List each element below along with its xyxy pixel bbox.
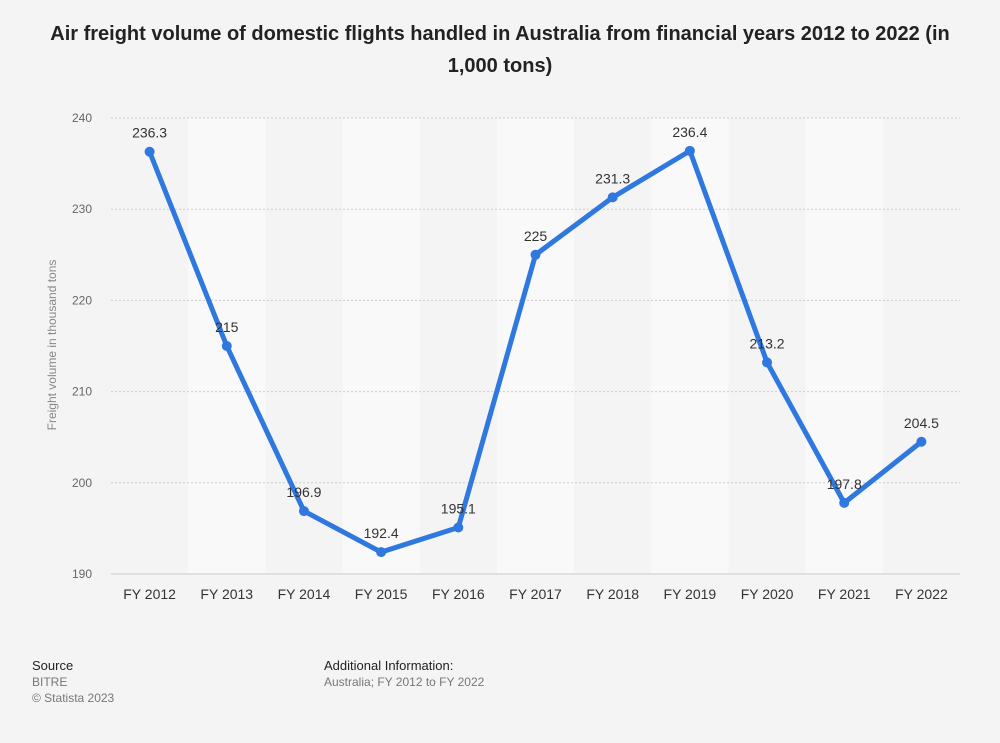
data-point	[144, 146, 155, 157]
y-tick-label: 200	[72, 476, 92, 490]
data-points	[144, 145, 927, 558]
x-tick-label: FY 2020	[741, 586, 794, 602]
x-tick-label: FY 2019	[664, 586, 717, 602]
x-tick-label: FY 2013	[200, 586, 253, 602]
additional-info-block: Additional Information: Australia; FY 20…	[324, 658, 484, 690]
x-tick-label: FY 2015	[355, 586, 408, 602]
data-point	[453, 522, 464, 533]
column-bands	[188, 118, 883, 574]
data-point	[916, 436, 927, 447]
data-point	[762, 357, 773, 368]
data-label: 204.5	[904, 415, 939, 431]
y-axis-label: Freight volume in thousand tons	[45, 260, 59, 431]
x-axis-ticks: FY 2012 FY 2013 FY 2014 FY 2015 FY 2016 FY 20…	[123, 586, 948, 602]
source-block: Source BITRE © Statista 2023	[32, 658, 114, 706]
gridlines	[111, 117, 960, 575]
column-band	[651, 118, 729, 574]
x-tick-label: FY 2016	[432, 586, 485, 602]
data-label: 215	[215, 319, 239, 335]
data-point	[298, 506, 309, 517]
copyright-text: © Statista 2023	[32, 691, 115, 705]
data-point	[376, 547, 387, 558]
data-point	[221, 341, 232, 351]
data-point	[530, 249, 541, 260]
data-label: 236.3	[132, 125, 167, 141]
data-label: 213.2	[750, 335, 785, 351]
x-tick-label: FY 2017	[509, 586, 562, 602]
x-tick-label: FY 2021	[818, 586, 871, 602]
y-tick-label: 230	[72, 202, 92, 216]
x-tick-label: FY 2018	[586, 586, 639, 602]
x-tick-label: FY 2012	[123, 586, 176, 602]
y-tick-label: 190	[72, 567, 92, 581]
y-axis-ticks: 190 200 210 220 230 240	[72, 111, 92, 581]
x-tick-label: FY 2014	[278, 586, 331, 602]
y-tick-label: 220	[72, 293, 92, 307]
data-point	[839, 497, 850, 508]
additional-info-heading: Additional Information:	[324, 658, 454, 673]
data-label: 195.1	[441, 500, 476, 516]
additional-info-text: Australia; FY 2012 to FY 2022	[324, 675, 485, 689]
x-tick-label: FY 2022	[895, 586, 948, 602]
data-labels: 236.3 215 196.9 192.4 195.1 225 231.3 236.4 213.…	[132, 124, 939, 541]
source-name: BITRE	[32, 675, 68, 689]
data-label: 192.4	[364, 525, 399, 541]
column-band	[342, 118, 420, 574]
data-label: 225	[524, 228, 548, 244]
y-tick-label: 210	[72, 385, 92, 399]
y-tick-label: 240	[72, 111, 92, 125]
data-label: 197.8	[827, 476, 862, 492]
data-point	[684, 145, 695, 156]
chart-title: Air freight volume of domestic flights h…	[50, 23, 950, 77]
data-label: 236.4	[672, 124, 707, 140]
data-label: 231.3	[595, 170, 630, 186]
source-heading: Source	[32, 658, 74, 673]
data-label: 196.9	[286, 484, 321, 500]
data-point	[607, 192, 618, 203]
